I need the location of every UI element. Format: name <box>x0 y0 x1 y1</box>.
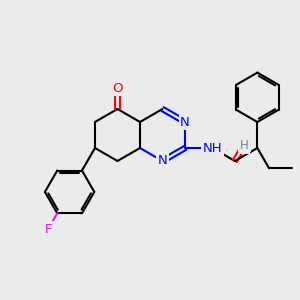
Text: N: N <box>158 154 167 167</box>
Text: N: N <box>180 116 190 128</box>
Text: H: H <box>240 139 249 152</box>
Text: F: F <box>44 223 52 236</box>
Text: O: O <box>112 82 123 95</box>
Text: NH: NH <box>202 142 222 154</box>
Text: O: O <box>239 138 250 151</box>
